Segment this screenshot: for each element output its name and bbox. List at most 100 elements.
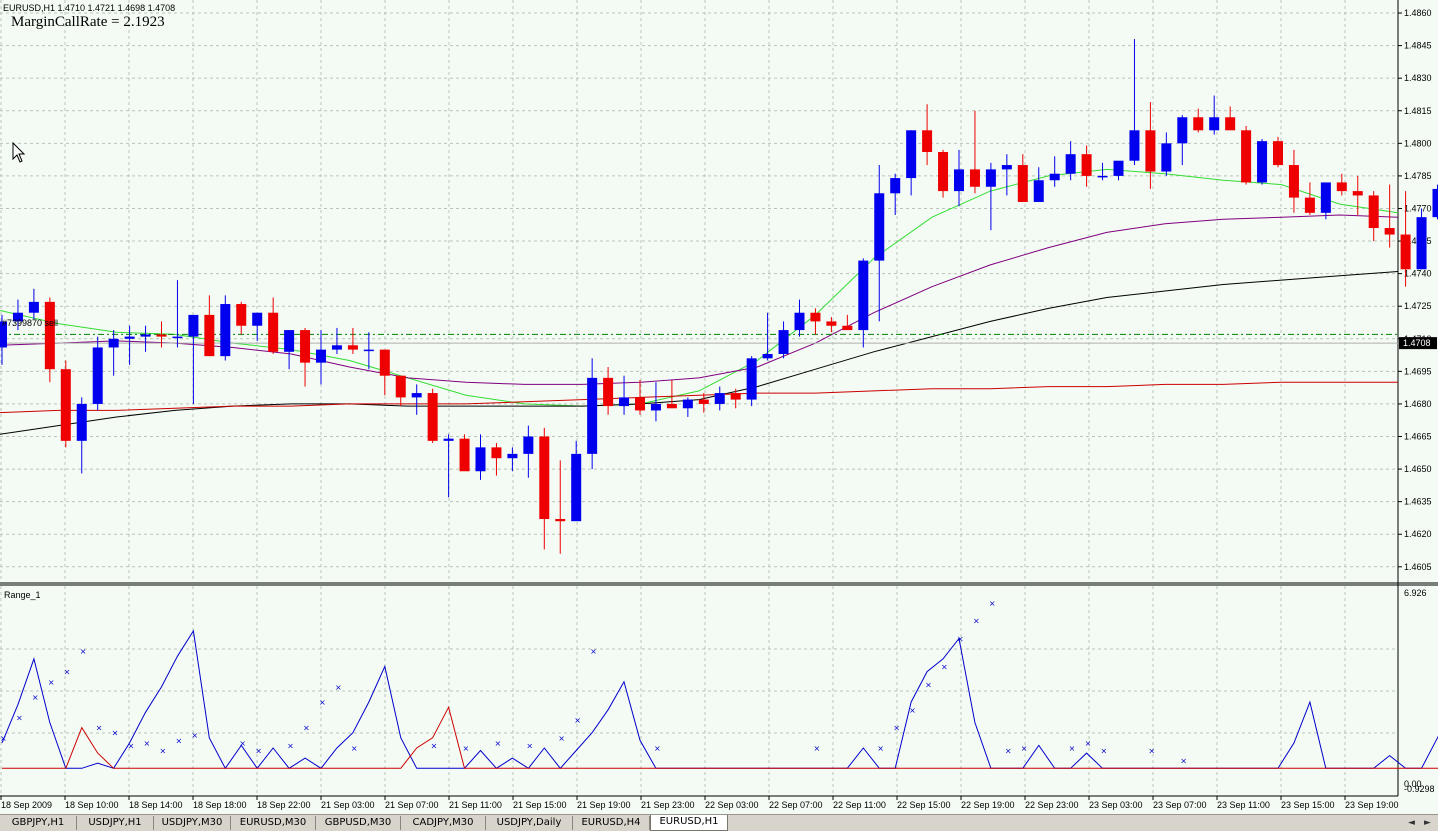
range-marker: × xyxy=(1085,739,1092,748)
candle-body xyxy=(1018,165,1028,202)
candle-body xyxy=(842,326,852,330)
candle-body xyxy=(300,330,310,363)
candle-body xyxy=(938,152,948,191)
candle-body xyxy=(747,358,757,399)
candle-body xyxy=(316,350,326,363)
tab-usdjpy-daily[interactable]: USDJPY,Daily xyxy=(486,816,573,830)
tab-gbpjpy-h1[interactable]: GBPJPY,H1 xyxy=(0,816,77,830)
candlestick xyxy=(1273,137,1283,167)
candle-body xyxy=(1225,117,1235,130)
price-tick-label: 1.4680 xyxy=(1404,399,1432,409)
candle-body xyxy=(1114,161,1124,176)
range-marker: × xyxy=(909,706,916,715)
candle-body xyxy=(651,404,661,411)
time-tick-label: 22 Sep 11:00 xyxy=(833,800,886,810)
candle-body xyxy=(29,302,39,313)
candlestick xyxy=(93,337,103,411)
candle-body xyxy=(699,400,709,404)
candle-body xyxy=(858,261,868,330)
price-tick-label: 1.4770 xyxy=(1404,203,1432,213)
tab-gbpusd-m30[interactable]: GBPUSD,M30 xyxy=(316,816,401,830)
chart-svg[interactable]: 1.46051.46201.46351.46501.46651.46801.46… xyxy=(0,0,1438,814)
tab-scroll-right-button[interactable]: ► xyxy=(1424,817,1431,829)
candle-body xyxy=(204,315,214,356)
tab-eurusd-m30[interactable]: EURUSD,M30 xyxy=(231,816,316,830)
range-marker: × xyxy=(893,724,900,733)
time-tick-label: 21 Sep 23:00 xyxy=(641,800,695,810)
tab-scroll-left-button[interactable]: ◄ xyxy=(1408,817,1415,829)
candle-body xyxy=(555,519,565,521)
range-marker: × xyxy=(989,599,996,608)
candlestick xyxy=(61,360,71,447)
range-marker: × xyxy=(654,744,661,753)
candle-body xyxy=(460,439,470,472)
candle-body xyxy=(795,313,805,330)
candle-body xyxy=(125,337,135,339)
range-marker: × xyxy=(112,729,119,738)
candle-body xyxy=(810,313,820,322)
range-marker: × xyxy=(303,724,310,733)
candle-body xyxy=(1145,130,1155,171)
candle-body xyxy=(587,378,597,454)
range-marker: × xyxy=(973,617,980,626)
candle-body xyxy=(906,130,916,178)
price-tick-label: 1.4815 xyxy=(1404,106,1432,116)
candle-body xyxy=(1337,182,1347,191)
range-marker: × xyxy=(1101,747,1108,756)
candle-body xyxy=(380,350,390,376)
tab-eurusd-h1[interactable]: EURUSD,H1 xyxy=(650,815,728,831)
candle-body xyxy=(826,321,836,325)
time-tick-label: 21 Sep 15:00 xyxy=(513,800,567,810)
candle-body xyxy=(890,178,900,193)
time-tick-label: 18 Sep 2009 xyxy=(1,800,52,810)
price-tick-label: 1.4800 xyxy=(1404,138,1432,148)
range-marker: × xyxy=(239,739,246,748)
candle-body xyxy=(396,376,406,398)
candlestick xyxy=(1433,185,1438,220)
range-marker: × xyxy=(941,662,948,671)
candle-body xyxy=(1193,117,1203,130)
time-tick-label: 18 Sep 14:00 xyxy=(129,800,183,810)
sell-order-label: #7399870 sell xyxy=(2,318,58,328)
candle-body xyxy=(93,347,103,403)
range-marker: × xyxy=(48,678,55,687)
time-tick-label: 21 Sep 07:00 xyxy=(385,800,439,810)
range-marker: × xyxy=(526,741,533,750)
candle-body xyxy=(348,345,358,349)
time-tick-label: 21 Sep 03:00 xyxy=(321,800,375,810)
tab-usdjpy-h1[interactable]: USDJPY,H1 xyxy=(77,816,154,830)
range-marker: × xyxy=(558,734,565,743)
range-marker: × xyxy=(0,734,7,743)
range-marker: × xyxy=(128,741,135,750)
tab-usdjpy-m30[interactable]: USDJPY,M30 xyxy=(154,816,231,830)
range-marker: × xyxy=(1180,757,1187,766)
candle-body xyxy=(1177,117,1187,143)
price-tick-label: 1.4845 xyxy=(1404,41,1432,51)
time-tick-label: 23 Sep 11:00 xyxy=(1217,800,1270,810)
time-tick-label: 22 Sep 23:00 xyxy=(1025,800,1079,810)
tab-cadjpy-m30[interactable]: CADJPY,M30 xyxy=(401,816,486,830)
price-tick-label: 1.4695 xyxy=(1404,366,1432,376)
candle-body xyxy=(1385,228,1395,235)
range-marker: × xyxy=(191,731,198,740)
range-marker: × xyxy=(1021,744,1028,753)
candle-body xyxy=(476,447,486,471)
price-tick-label: 1.4605 xyxy=(1404,562,1432,572)
range-marker: × xyxy=(64,668,71,677)
candle-body xyxy=(109,339,119,348)
candle-body xyxy=(1209,117,1219,130)
candlestick xyxy=(460,434,470,471)
tab-eurusd-h4[interactable]: EURUSD,H4 xyxy=(573,816,650,830)
candle-body xyxy=(1353,191,1363,195)
candle-body xyxy=(1289,165,1299,198)
time-tick-label: 22 Sep 19:00 xyxy=(961,800,1015,810)
candle-body xyxy=(1034,180,1044,202)
candle-body xyxy=(507,454,517,458)
candle-body xyxy=(1002,165,1012,169)
candle-body xyxy=(603,378,613,406)
range-marker: × xyxy=(1069,744,1076,753)
price-tick-label: 1.4830 xyxy=(1404,73,1432,83)
candle-body xyxy=(1417,217,1427,269)
range-marker: × xyxy=(255,747,262,756)
